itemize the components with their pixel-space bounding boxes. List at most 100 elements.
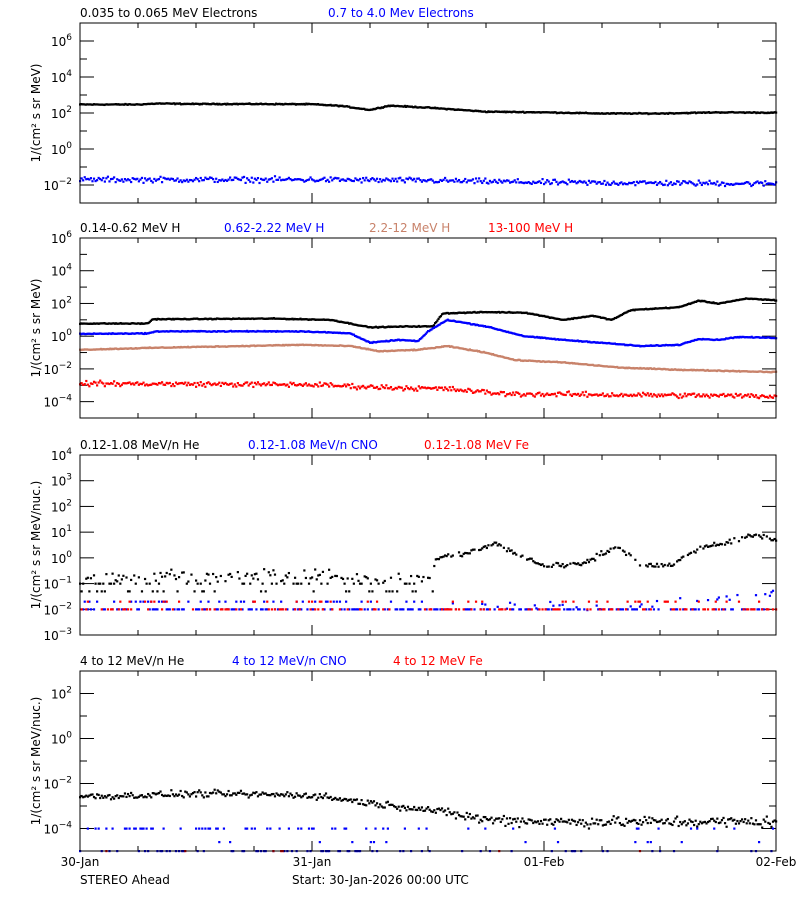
data-point (149, 319, 152, 322)
data-point (100, 608, 103, 611)
data-point (721, 338, 724, 341)
data-point (380, 180, 383, 183)
data-point (598, 554, 601, 557)
data-point (106, 322, 110, 325)
data-point (696, 825, 699, 828)
data-point (139, 322, 142, 326)
data-point (473, 310, 476, 314)
data-point (646, 600, 649, 603)
data-point (279, 317, 282, 320)
data-point (340, 320, 343, 323)
data-point (375, 107, 379, 110)
data-point (611, 112, 614, 115)
data-point (348, 105, 351, 108)
data-point (196, 345, 199, 348)
data-point (305, 102, 308, 105)
data-point (138, 103, 141, 106)
data-point (535, 562, 538, 565)
data-point (88, 794, 91, 797)
data-point (474, 109, 477, 112)
data-point (585, 340, 589, 343)
data-point (397, 177, 400, 180)
data-point (354, 608, 357, 611)
data-point (219, 179, 222, 182)
data-point (720, 111, 723, 114)
data-point (574, 339, 577, 343)
data-point (234, 317, 237, 320)
data-point (221, 178, 224, 181)
data-point (343, 383, 346, 386)
data-point (86, 600, 89, 603)
data-point (114, 579, 117, 582)
data-point (157, 600, 161, 603)
data-point (302, 102, 306, 106)
data-point (624, 344, 627, 347)
data-point (355, 573, 359, 576)
data-point (230, 330, 234, 333)
data-point (487, 352, 490, 355)
data-point (257, 103, 260, 106)
data-point (430, 325, 433, 328)
data-point (177, 793, 181, 796)
data-point (246, 827, 249, 830)
data-point (609, 342, 612, 345)
data-point (405, 582, 408, 585)
data-point (708, 301, 712, 304)
data-point (714, 110, 717, 114)
data-point (357, 336, 360, 339)
data-point (618, 343, 621, 346)
data-point (552, 563, 555, 566)
data-point (434, 180, 437, 184)
data-point (511, 358, 514, 361)
data-point (482, 608, 485, 611)
data-point (226, 102, 229, 105)
data-point (101, 348, 104, 351)
data-point (89, 382, 93, 385)
data-point (293, 576, 297, 579)
data-point (136, 177, 139, 180)
data-point (510, 393, 513, 397)
data-point (712, 338, 715, 342)
data-point (536, 608, 540, 611)
data-point (634, 308, 637, 311)
data-point (536, 562, 540, 565)
data-point (130, 322, 133, 325)
data-point (295, 330, 299, 333)
data-point (461, 347, 464, 350)
data-point (164, 600, 167, 603)
data-point (363, 608, 366, 611)
data-point (459, 181, 462, 184)
data-point (558, 391, 561, 394)
data-point (217, 330, 220, 333)
data-point (330, 344, 333, 347)
data-point (726, 111, 729, 114)
data-point (207, 317, 210, 320)
data-point (370, 326, 373, 329)
data-point (529, 335, 532, 338)
data-point (207, 103, 210, 106)
data-point (692, 368, 695, 371)
data-point (762, 370, 765, 374)
data-point (216, 789, 219, 792)
data-point (383, 386, 386, 390)
data-point (750, 184, 753, 188)
data-point (101, 103, 104, 106)
data-point (509, 110, 512, 113)
data-point (145, 103, 148, 106)
data-point (562, 361, 565, 364)
data-point (247, 102, 250, 105)
data-point (487, 310, 490, 314)
data-point (582, 340, 585, 343)
data-point (565, 111, 568, 114)
data-point (646, 565, 649, 568)
data-point (484, 545, 487, 548)
data-point (428, 106, 431, 109)
data-point (149, 346, 152, 349)
data-point (682, 555, 685, 558)
data-point (696, 827, 699, 830)
data-point (450, 608, 453, 611)
data-point (162, 600, 165, 603)
data-point (602, 316, 605, 319)
data-point (160, 318, 163, 321)
data-point (102, 103, 105, 106)
